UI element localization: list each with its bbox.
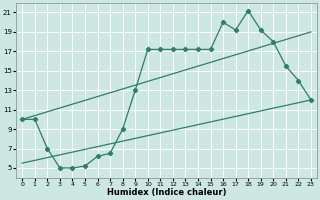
X-axis label: Humidex (Indice chaleur): Humidex (Indice chaleur) <box>107 188 226 197</box>
